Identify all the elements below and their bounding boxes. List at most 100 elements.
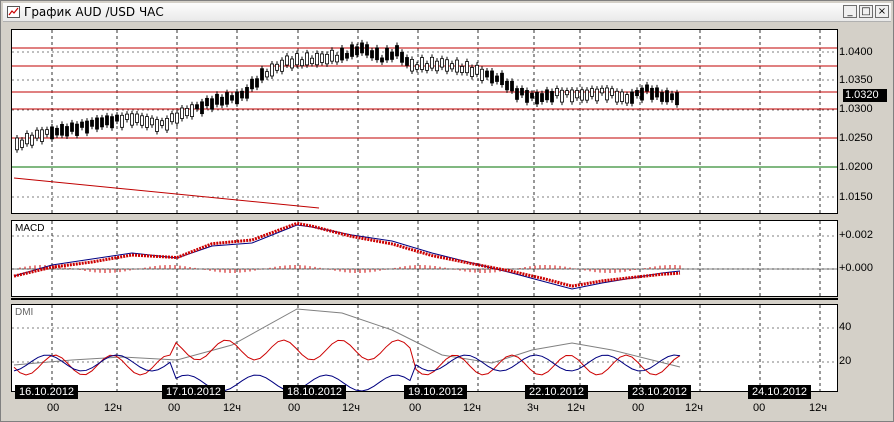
candle-body [400,51,404,63]
candle-body [635,90,639,97]
candle-body [410,58,414,72]
candle-body [40,129,44,142]
hour-label: 12ч [223,402,241,414]
minimize-button[interactable]: _ [843,5,857,18]
candle-body [90,119,94,127]
candle-body [230,95,234,101]
candle-body [130,113,134,126]
candle-body [445,59,449,72]
candle-body [570,89,574,103]
candle-body [245,87,249,99]
candle-body [360,42,364,54]
candle-body [55,127,59,136]
dmi-axis-label: 40 [839,321,852,333]
hour-label: 12ч [809,402,827,414]
candle-body [190,104,194,117]
hour-label: 00 [47,402,60,414]
candle-body [175,112,179,124]
minus-di-line [13,354,681,391]
candle-body [365,44,369,56]
candle-body [645,84,649,92]
candle-body [535,91,539,105]
candle-body [665,90,669,103]
dmi-axis-label: 20 [839,355,852,367]
candle-body [390,51,394,60]
candle-body [35,129,39,139]
candle-body [265,71,269,78]
candle-body [430,56,434,69]
candle-body [480,68,484,81]
candle-body [595,88,599,102]
hour-label: 12ч [567,402,585,414]
candle-body [225,92,229,105]
candle-body [550,91,554,103]
candle-body [345,53,349,59]
candle-body [560,89,564,103]
macd-panel[interactable]: MACD [11,220,838,297]
candle-body [235,91,239,105]
candle-body [95,117,99,130]
hour-label: 00 [409,402,422,414]
candle-body [640,87,644,101]
candle-body [20,139,24,148]
candle-body [220,96,224,106]
candle-body [80,121,84,128]
candle-body [660,92,664,102]
candle-body [510,80,514,92]
macd-label: MACD [15,223,45,234]
hour-label: 00 [632,402,645,414]
price-axis-label: 1.0400 [839,46,873,58]
dmi-panel[interactable]: DMI [11,304,838,392]
candle-body [610,88,614,96]
plus-di-line [13,339,681,376]
candle-body [205,97,209,107]
candle-body [140,115,144,126]
candle-body [540,93,544,102]
candle-body [290,58,294,69]
candle-body [65,126,69,137]
candle-body [545,89,549,101]
candle-body [655,87,659,98]
candle-body [320,53,324,63]
maximize-button[interactable]: □ [859,5,873,18]
candle-body [470,67,474,77]
trend-line [13,177,320,209]
candle-body [670,93,674,101]
candle-body [590,88,594,97]
date-label: 17.10.2012 [162,385,226,399]
hour-label: 00 [288,402,301,414]
candle-body [505,80,509,91]
candle-body [370,50,374,59]
candle-body [475,64,479,75]
candle-body [485,70,489,78]
close-button[interactable]: × [875,5,889,18]
candle-body [335,54,339,63]
candle-body [600,87,604,94]
candle-body [675,92,679,106]
hour-label: 12ч [685,402,703,414]
candle-body [385,47,389,61]
candle-body [155,119,159,132]
candle-body [310,57,314,65]
candle-body [300,59,304,67]
candle-body [455,59,459,73]
candle-body [70,122,74,132]
candle-body [405,57,409,66]
candle-body [100,117,104,128]
candle-body [620,91,624,102]
candle-body [325,53,329,65]
candle-body [60,124,64,136]
title-bar[interactable]: График AUD /USD ЧАС _ □ × [3,3,891,22]
candle-body [605,87,609,101]
candle-body [520,87,524,96]
candle-body [15,137,19,151]
price-panel[interactable] [11,29,838,214]
candle-body [465,61,469,74]
candle-body [580,89,584,101]
hour-label: 12ч [342,402,360,414]
candle-body [260,68,264,81]
date-label: 18.10.2012 [283,385,347,399]
candle-body [585,89,589,101]
macd-chart [12,221,837,296]
